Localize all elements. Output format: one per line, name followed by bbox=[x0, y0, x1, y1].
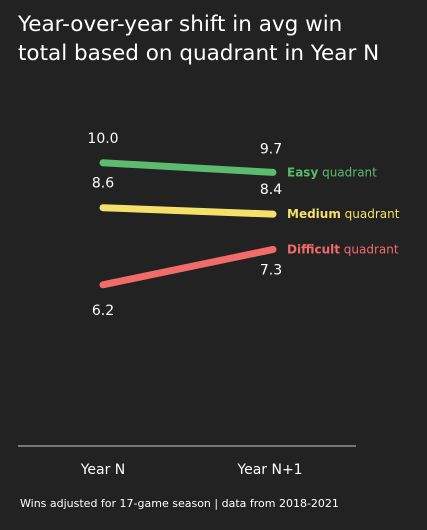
chart-title-line-2: total based on quadrant in Year N bbox=[18, 41, 380, 66]
chart-title: Year-over-year shift in avg win total ba… bbox=[18, 10, 418, 68]
easy-year-n1-value-label: 9.7 bbox=[260, 141, 282, 157]
difficult-year-n-value-label: 6.2 bbox=[92, 303, 114, 319]
difficult-series-line bbox=[99, 245, 277, 289]
chart-footnote: Wins adjusted for 17-game season | data … bbox=[20, 497, 339, 510]
difficult-series-name-label: Difficult quadrant bbox=[287, 242, 399, 256]
chart-title-line-1: Year-over-year shift in avg win bbox=[18, 12, 343, 37]
medium-series-line bbox=[99, 204, 277, 218]
medium-series-name-label: Medium quadrant bbox=[287, 207, 400, 221]
medium-year-n1-value-label: 8.4 bbox=[260, 182, 282, 198]
easy-series-line bbox=[99, 159, 277, 176]
medium-year-n-value-label: 8.6 bbox=[92, 176, 114, 192]
x-tick-label-year-n-1: Year N+1 bbox=[236, 462, 302, 478]
difficult-year-n1-value-label: 7.3 bbox=[260, 262, 282, 278]
easy-series-name-label: Easy quadrant bbox=[287, 165, 377, 179]
x-tick-label-year-n: Year N bbox=[80, 462, 126, 478]
easy-year-n-value-label: 10.0 bbox=[87, 131, 118, 147]
